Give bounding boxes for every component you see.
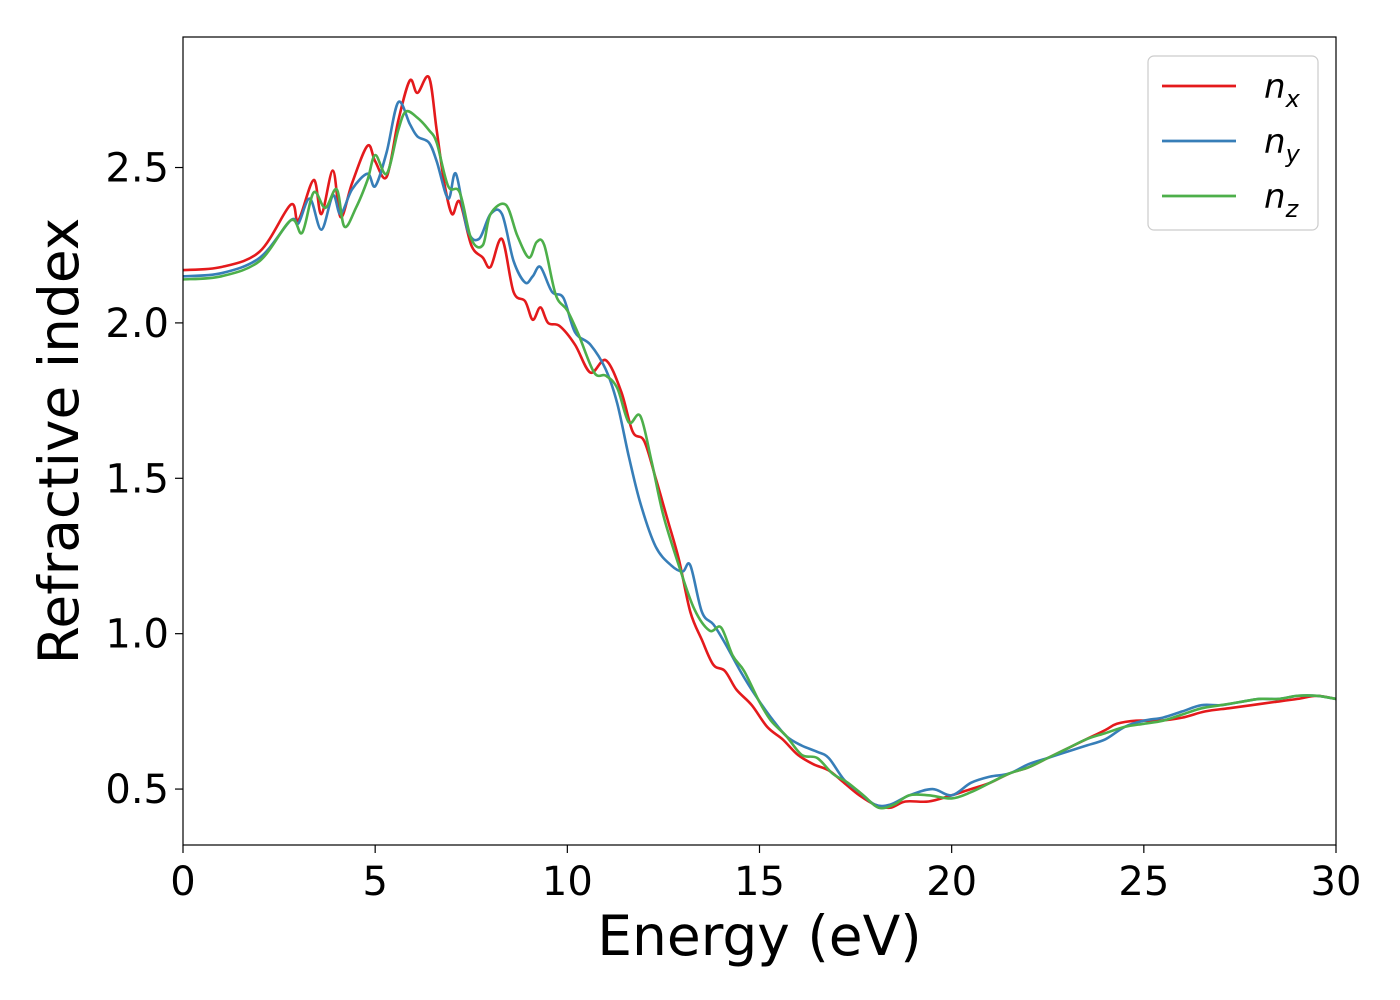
- legend-label-sub: z: [1285, 195, 1300, 223]
- y-axis: 0.5 1.0 1.5 2.0 2.5: [105, 146, 183, 813]
- y-axis-title: Refractive index: [27, 218, 91, 665]
- legend-label-z: nz: [1264, 177, 1300, 223]
- legend-label-x: nx: [1264, 67, 1301, 113]
- legend-label-sub: x: [1285, 85, 1301, 113]
- x-tick-label: 0: [170, 859, 195, 905]
- series-line-z: [183, 109, 1336, 810]
- legend-label-base: n: [1264, 122, 1286, 162]
- y-tick-label: 1.5: [105, 456, 169, 502]
- y-tick-label: 0.5: [105, 767, 169, 813]
- y-tick-label: 1.0: [105, 612, 169, 658]
- series-line-y: [183, 100, 1336, 808]
- x-tick-label: 10: [542, 859, 593, 905]
- legend-label-sub: y: [1285, 140, 1301, 168]
- series-layer: [183, 74, 1336, 810]
- legend-label-base: n: [1264, 177, 1286, 217]
- x-axis: 0 5 10 15 20 25 30: [170, 845, 1361, 905]
- x-tick-label: 15: [734, 859, 785, 905]
- x-tick-label: 20: [926, 859, 977, 905]
- legend-label-base: n: [1264, 67, 1286, 107]
- y-tick-label: 2.5: [105, 146, 169, 192]
- x-tick-label: 25: [1118, 859, 1169, 905]
- legend-box: [1147, 55, 1319, 231]
- y-tick-label: 2.0: [105, 301, 169, 347]
- x-axis-title: Energy (eV): [597, 904, 921, 968]
- legend-label-y: ny: [1264, 122, 1301, 168]
- x-tick-label: 5: [362, 859, 387, 905]
- x-tick-label: 30: [1311, 859, 1362, 905]
